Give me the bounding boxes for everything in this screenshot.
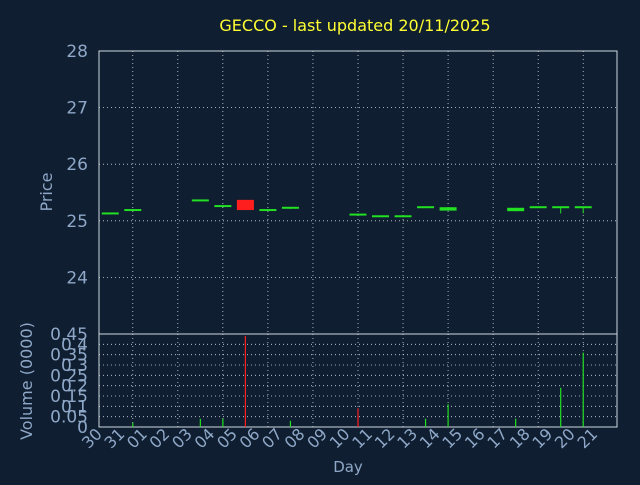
price-tick-label: 28 <box>66 42 88 62</box>
volume-tick-label: 0.45 <box>50 325 88 345</box>
candle-body <box>236 199 254 211</box>
price-tick-label: 24 <box>66 268 88 288</box>
candle-body <box>507 207 525 212</box>
candle-body <box>394 215 412 218</box>
price-tick-label: 25 <box>66 212 88 232</box>
day-tick-label: 21 <box>573 424 601 452</box>
volume-tick-label: 0.2 <box>61 377 88 397</box>
price-panel: 24 25 26 27 28 <box>66 42 618 335</box>
candle-body <box>372 215 390 218</box>
volume-axis-label: Volume (0000) <box>17 322 36 440</box>
chart-title: GECCO - last updated 20/11/2025 <box>219 16 490 35</box>
volume-tick-label: 0.25 <box>50 366 88 386</box>
price-tick-label: 27 <box>66 99 88 119</box>
candle-body <box>349 213 367 216</box>
candle-body <box>214 205 232 208</box>
volume-tick-label: 0.15 <box>50 387 88 407</box>
day-axis-label: Day <box>333 458 363 476</box>
day-axis: 3031010203040506070809101112131415161718… <box>78 424 601 452</box>
volume-panel: 00.050.10.150.20.250.30.350.40.45 <box>50 325 618 438</box>
candle-body <box>101 212 119 215</box>
volume-tick-label: 0.35 <box>50 346 88 366</box>
candle-body <box>124 209 142 212</box>
candle-body <box>552 206 570 209</box>
volume-tick-label: 0.3 <box>61 356 88 376</box>
volume-tick-label: 0.1 <box>61 397 88 417</box>
candle-body <box>529 206 547 209</box>
candle-body <box>191 199 209 202</box>
candle-body <box>439 207 457 211</box>
price-tick-label: 26 <box>66 155 88 175</box>
volume-tick-label: 0.05 <box>50 408 88 428</box>
volume-tick-label: 0.4 <box>61 335 88 355</box>
candle-body <box>259 209 277 212</box>
candle-body <box>574 206 592 209</box>
candle-body <box>417 206 435 209</box>
price-axis-label: Price <box>37 172 56 211</box>
volume-tick-label: 0 <box>77 418 88 438</box>
candle-body <box>281 206 299 209</box>
